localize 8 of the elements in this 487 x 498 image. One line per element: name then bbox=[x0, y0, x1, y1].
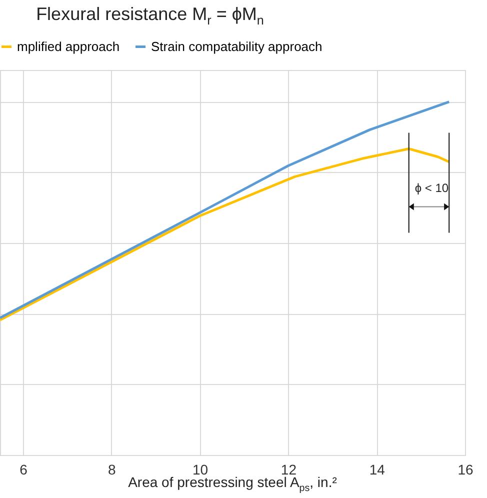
x-tick-label: 16 bbox=[458, 462, 474, 478]
chart-title: Flexural resistance M$_{r}$ = ϕM$_{n}$ bbox=[35, 4, 265, 28]
x-tick-label: 8 bbox=[108, 462, 116, 478]
legend-label: Strain compatability approach bbox=[151, 38, 322, 54]
legend-label: mplified approach bbox=[17, 38, 120, 54]
x-tick-label: 14 bbox=[369, 462, 386, 478]
annotation: ϕ < 10 bbox=[414, 180, 449, 195]
x-tick-label: 6 bbox=[20, 462, 28, 478]
